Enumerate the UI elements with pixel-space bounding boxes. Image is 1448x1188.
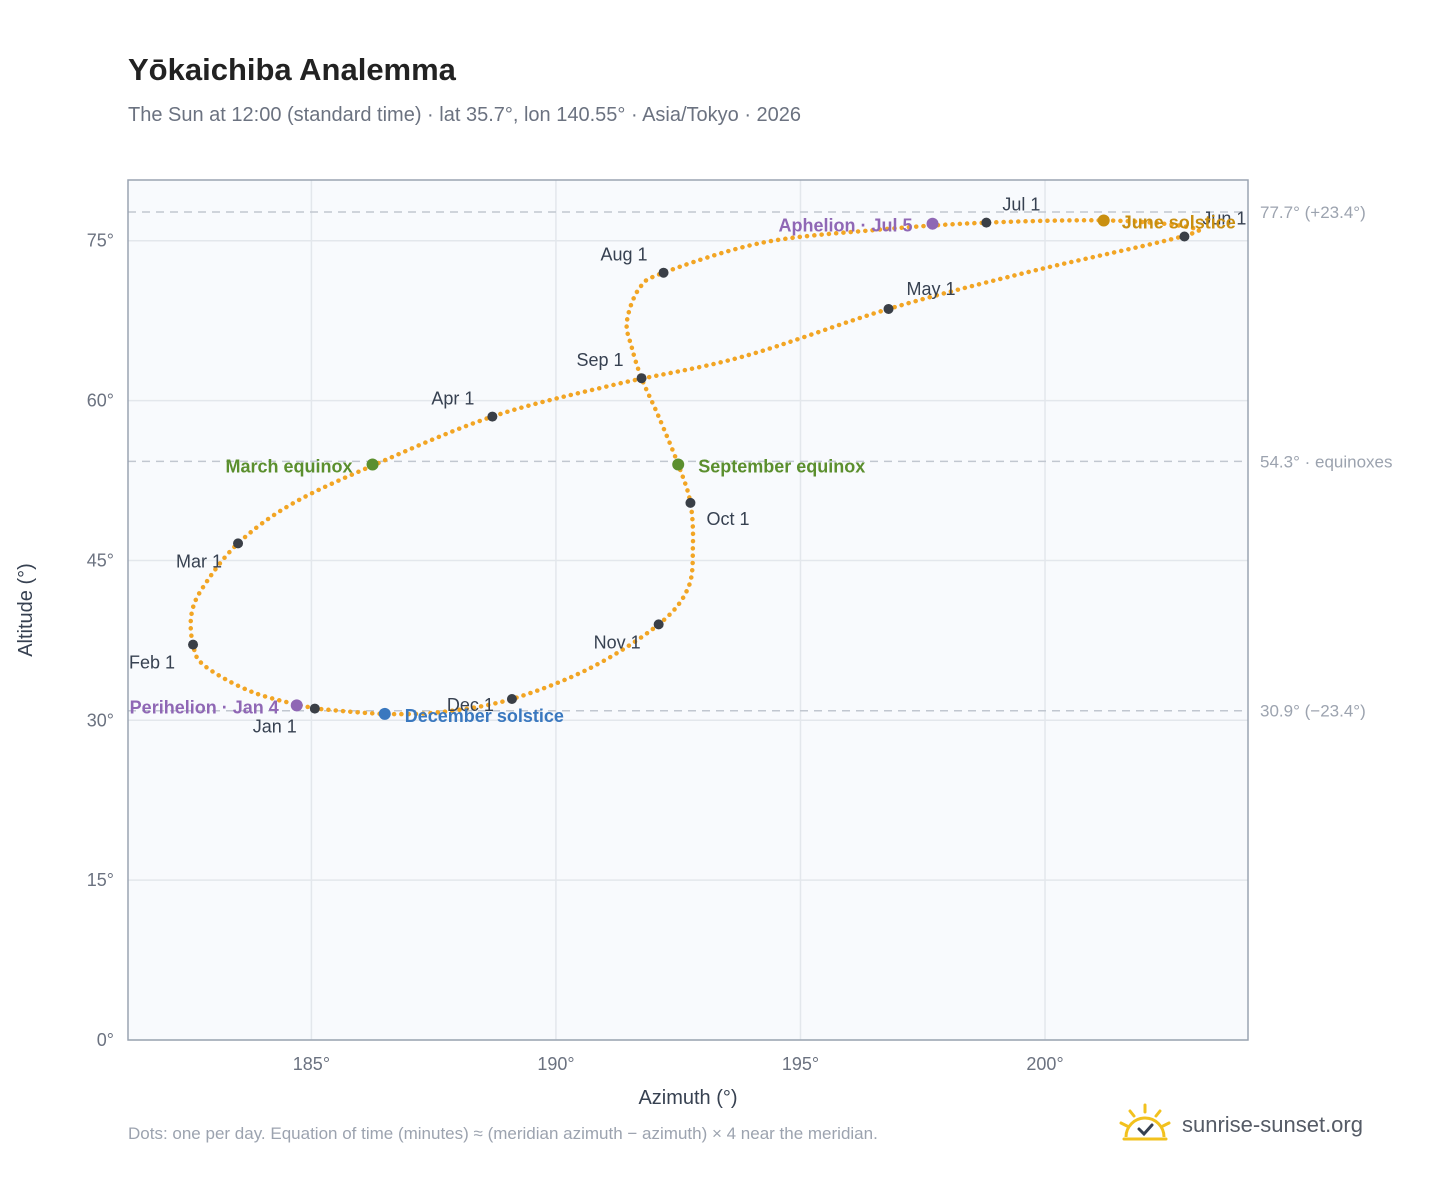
month-label: Aug 1 [600, 245, 647, 265]
event-marker [366, 458, 379, 471]
month-marker [309, 703, 320, 714]
event-marker [290, 699, 303, 712]
month-marker [487, 411, 498, 422]
plot-frame [127, 179, 1249, 1041]
y-axis-label: Altitude (°) [15, 563, 37, 657]
x-tick-label: 195° [782, 1054, 819, 1074]
month-label: Sep 1 [576, 350, 623, 370]
x-axis-label: Azimuth (°) [638, 1087, 737, 1109]
brand-name: sunrise-sunset.org [1182, 1112, 1363, 1137]
chart-subtitle: The Sun at 12:00 (standard time) · lat 3… [128, 104, 802, 126]
event-label: Perihelion · Jan 4 [130, 697, 279, 717]
month-markers: Jan 1 Feb 1 Mar 1 Apr 1 May 1 Jun 1 Jul 1 Aug 1… [129, 195, 1246, 737]
event-label: December solstice [405, 706, 564, 726]
reference-line-label: 54.3° · equinoxes [1260, 452, 1393, 471]
event-marker [1097, 214, 1110, 227]
month-marker [188, 639, 199, 650]
chart-title: Yōkaichiba Analemma [128, 52, 456, 87]
y-tick-label: 75° [87, 231, 114, 251]
reference-line-label: 77.7° (+23.4°) [1260, 203, 1366, 222]
event-marker [926, 217, 939, 230]
month-label: May 1 [907, 279, 956, 299]
month-label: Jun 1 [1202, 208, 1246, 228]
event-label: March equinox [226, 457, 353, 477]
x-tick-label: 190° [537, 1054, 574, 1074]
month-marker [653, 619, 664, 630]
daily-sun-positions [188, 218, 1202, 717]
footnote: Dots: one per day. Equation of time (min… [128, 1124, 878, 1143]
event-marker [378, 707, 391, 720]
grid-lines [128, 180, 1248, 1041]
month-marker [883, 303, 894, 314]
month-label: Nov 1 [594, 632, 641, 652]
month-label: Jul 1 [1002, 195, 1040, 215]
month-marker [981, 217, 992, 228]
month-marker [233, 538, 244, 549]
event-marker [672, 458, 685, 471]
month-label: Feb 1 [129, 653, 175, 673]
month-marker [1179, 231, 1190, 242]
x-tick-label: 185° [293, 1054, 330, 1074]
event-label: September equinox [698, 457, 865, 477]
y-tick-label: 45° [87, 550, 114, 570]
analemma-curve [188, 218, 1202, 717]
month-label: Jan 1 [253, 717, 297, 737]
sun-logo-icon [1118, 1103, 1172, 1148]
y-tick-label: 15° [87, 870, 114, 890]
y-tick-label: 30° [87, 710, 114, 730]
month-marker [685, 497, 696, 508]
month-label: Oct 1 [706, 509, 749, 529]
event-label: Aphelion · Jul 5 [779, 216, 913, 236]
event-label: June solstice [1122, 212, 1236, 232]
month-label: Dec 1 [447, 695, 494, 715]
month-marker [636, 373, 647, 384]
month-label: Mar 1 [176, 551, 222, 571]
brand[interactable]: sunrise-sunset.org [1118, 1100, 1363, 1150]
month-marker [506, 693, 517, 704]
y-tick-label: 0° [97, 1030, 114, 1050]
reference-line-label: 30.9° (−23.4°) [1260, 702, 1366, 721]
month-label: Apr 1 [431, 389, 474, 409]
month-marker [658, 267, 669, 278]
plot-background [128, 180, 1248, 1040]
x-tick-label: 200° [1026, 1054, 1063, 1074]
y-tick-label: 60° [87, 391, 114, 411]
event-markers: March equinox June solstice September equi… [130, 212, 1236, 725]
axis-ticks: 185° 190° 195° 200° 0° 15° 30° 45° 60° 75° [87, 231, 1064, 1074]
